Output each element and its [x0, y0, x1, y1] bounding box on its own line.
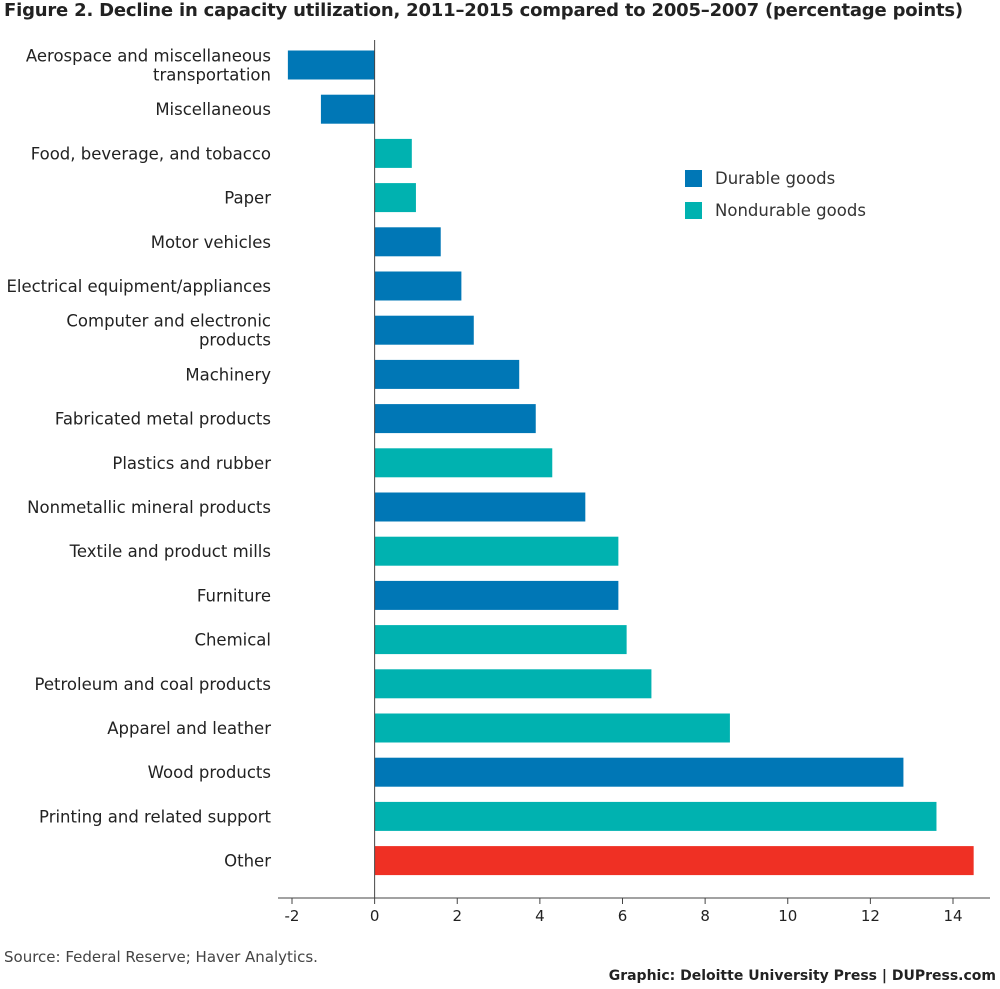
- legend-swatch-nondurable: [685, 202, 702, 219]
- category-label-16: Wood products: [148, 763, 271, 782]
- bars-group: [287, 50, 974, 876]
- category-label-12: Furniture: [197, 586, 271, 605]
- bar-4: [374, 227, 441, 257]
- credit-line: Graphic: Deloitte University Press | DUP…: [608, 968, 996, 984]
- tick-label-0: -2: [285, 907, 300, 925]
- category-label-11: Textile and product mills: [69, 542, 271, 561]
- bar-0: [287, 50, 375, 80]
- tick-label-4: 6: [618, 907, 628, 925]
- category-label-15: Apparel and leather: [107, 719, 271, 738]
- legend-label-nondurable: Nondurable goods: [715, 201, 866, 220]
- category-label-10: Nonmetallic mineral products: [27, 498, 271, 517]
- bar-18: [374, 846, 974, 876]
- tick-label-3: 4: [535, 907, 545, 925]
- bar-17: [374, 801, 937, 831]
- category-label-1: Miscellaneous: [155, 100, 271, 119]
- category-label-17: Printing and related support: [39, 807, 271, 826]
- tick-label-1: 0: [370, 907, 380, 925]
- bar-15: [374, 713, 730, 743]
- bar-6: [374, 315, 474, 345]
- tick-label-7: 12: [861, 907, 880, 925]
- source-note: Source: Federal Reserve; Haver Analytics…: [4, 948, 318, 966]
- tick-label-8: 14: [943, 907, 962, 925]
- bar-12: [374, 580, 619, 610]
- legend-swatch-durable: [685, 170, 702, 187]
- bar-13: [374, 625, 627, 655]
- category-label-14: Petroleum and coal products: [35, 675, 271, 694]
- tick-label-5: 8: [700, 907, 710, 925]
- bar-9: [374, 448, 553, 478]
- legend-label-durable: Durable goods: [715, 169, 835, 188]
- category-label-2: Food, beverage, and tobacco: [31, 144, 271, 163]
- bar-10: [374, 492, 586, 522]
- bar-1: [320, 94, 375, 124]
- bar-3: [374, 183, 416, 213]
- bar-16: [374, 757, 904, 787]
- category-label-0: Aerospace and miscellaneous transportatio…: [26, 47, 271, 85]
- bar-7: [374, 359, 520, 389]
- bar-5: [374, 271, 462, 301]
- category-label-6: Computer and electronic products: [66, 312, 271, 350]
- tick-label-2: 2: [452, 907, 462, 925]
- category-label-8: Fabricated metal products: [55, 410, 271, 429]
- x-axis-ticks: -2 0 2 4 6 8 10 12 14: [285, 898, 963, 925]
- category-label-7: Machinery: [185, 365, 271, 384]
- chart-title: Figure 2. Decline in capacity utilizatio…: [4, 0, 963, 21]
- category-label-4: Motor vehicles: [151, 233, 271, 252]
- bar-chart: Durable goods Nondurable goods Aerospace …: [6, 40, 990, 925]
- bar-14: [374, 669, 652, 699]
- category-label-3: Paper: [224, 189, 271, 208]
- bar-2: [374, 138, 412, 168]
- category-labels: Aerospace and miscellaneous transportatio…: [6, 47, 271, 871]
- bar-8: [374, 404, 536, 434]
- category-label-13: Chemical: [194, 631, 271, 650]
- category-label-9: Plastics and rubber: [112, 454, 271, 473]
- category-label-18: Other: [224, 852, 271, 871]
- tick-label-6: 10: [778, 907, 797, 925]
- legend: Durable goods Nondurable goods: [685, 169, 866, 220]
- bar-11: [374, 536, 619, 566]
- category-label-5: Electrical equipment/appliances: [6, 277, 271, 296]
